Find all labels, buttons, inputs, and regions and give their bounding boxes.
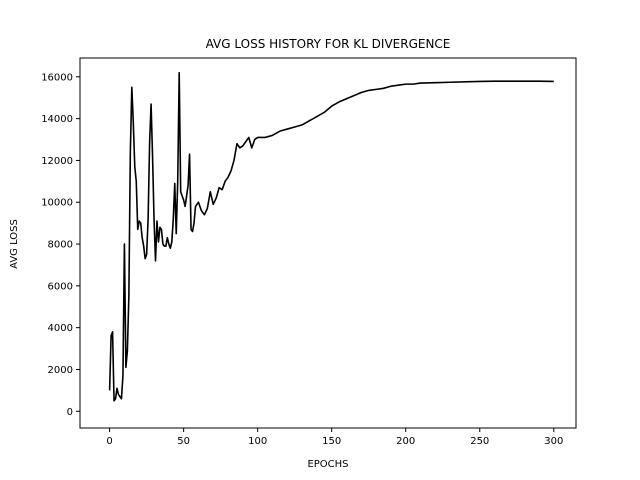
y-tick-label: 4000 [48, 323, 73, 334]
y-tick-label: 12000 [41, 156, 73, 167]
x-tick-label: 250 [470, 436, 489, 447]
x-tick-label: 100 [248, 436, 267, 447]
y-tick-label: 16000 [41, 72, 73, 83]
y-tick-label: 6000 [48, 281, 73, 292]
x-tick-label: 0 [106, 436, 112, 447]
y-tick-label: 8000 [48, 240, 73, 251]
plot-frame [79, 57, 577, 429]
x-tick-label: 300 [544, 436, 563, 447]
x-axis-label: EPOCHS [307, 459, 348, 470]
x-tick-label: 150 [322, 436, 341, 447]
y-tick-label: 14000 [41, 114, 73, 125]
x-tick-label: 50 [177, 436, 190, 447]
y-tick-label: 10000 [41, 198, 73, 209]
axis-ticks: 0 50 100 150 200 250 300 0 2000 4000 6000 8000 10000… [41, 72, 563, 447]
y-tick-label: 0 [67, 407, 73, 418]
chart-title: AVG LOSS HISTORY FOR KL DIVERGENCE [206, 37, 451, 51]
series-line [108, 71, 554, 402]
x-tick-label: 200 [396, 436, 415, 447]
y-axis-label: AVG LOSS [9, 219, 20, 269]
y-tick-label: 2000 [48, 365, 73, 376]
